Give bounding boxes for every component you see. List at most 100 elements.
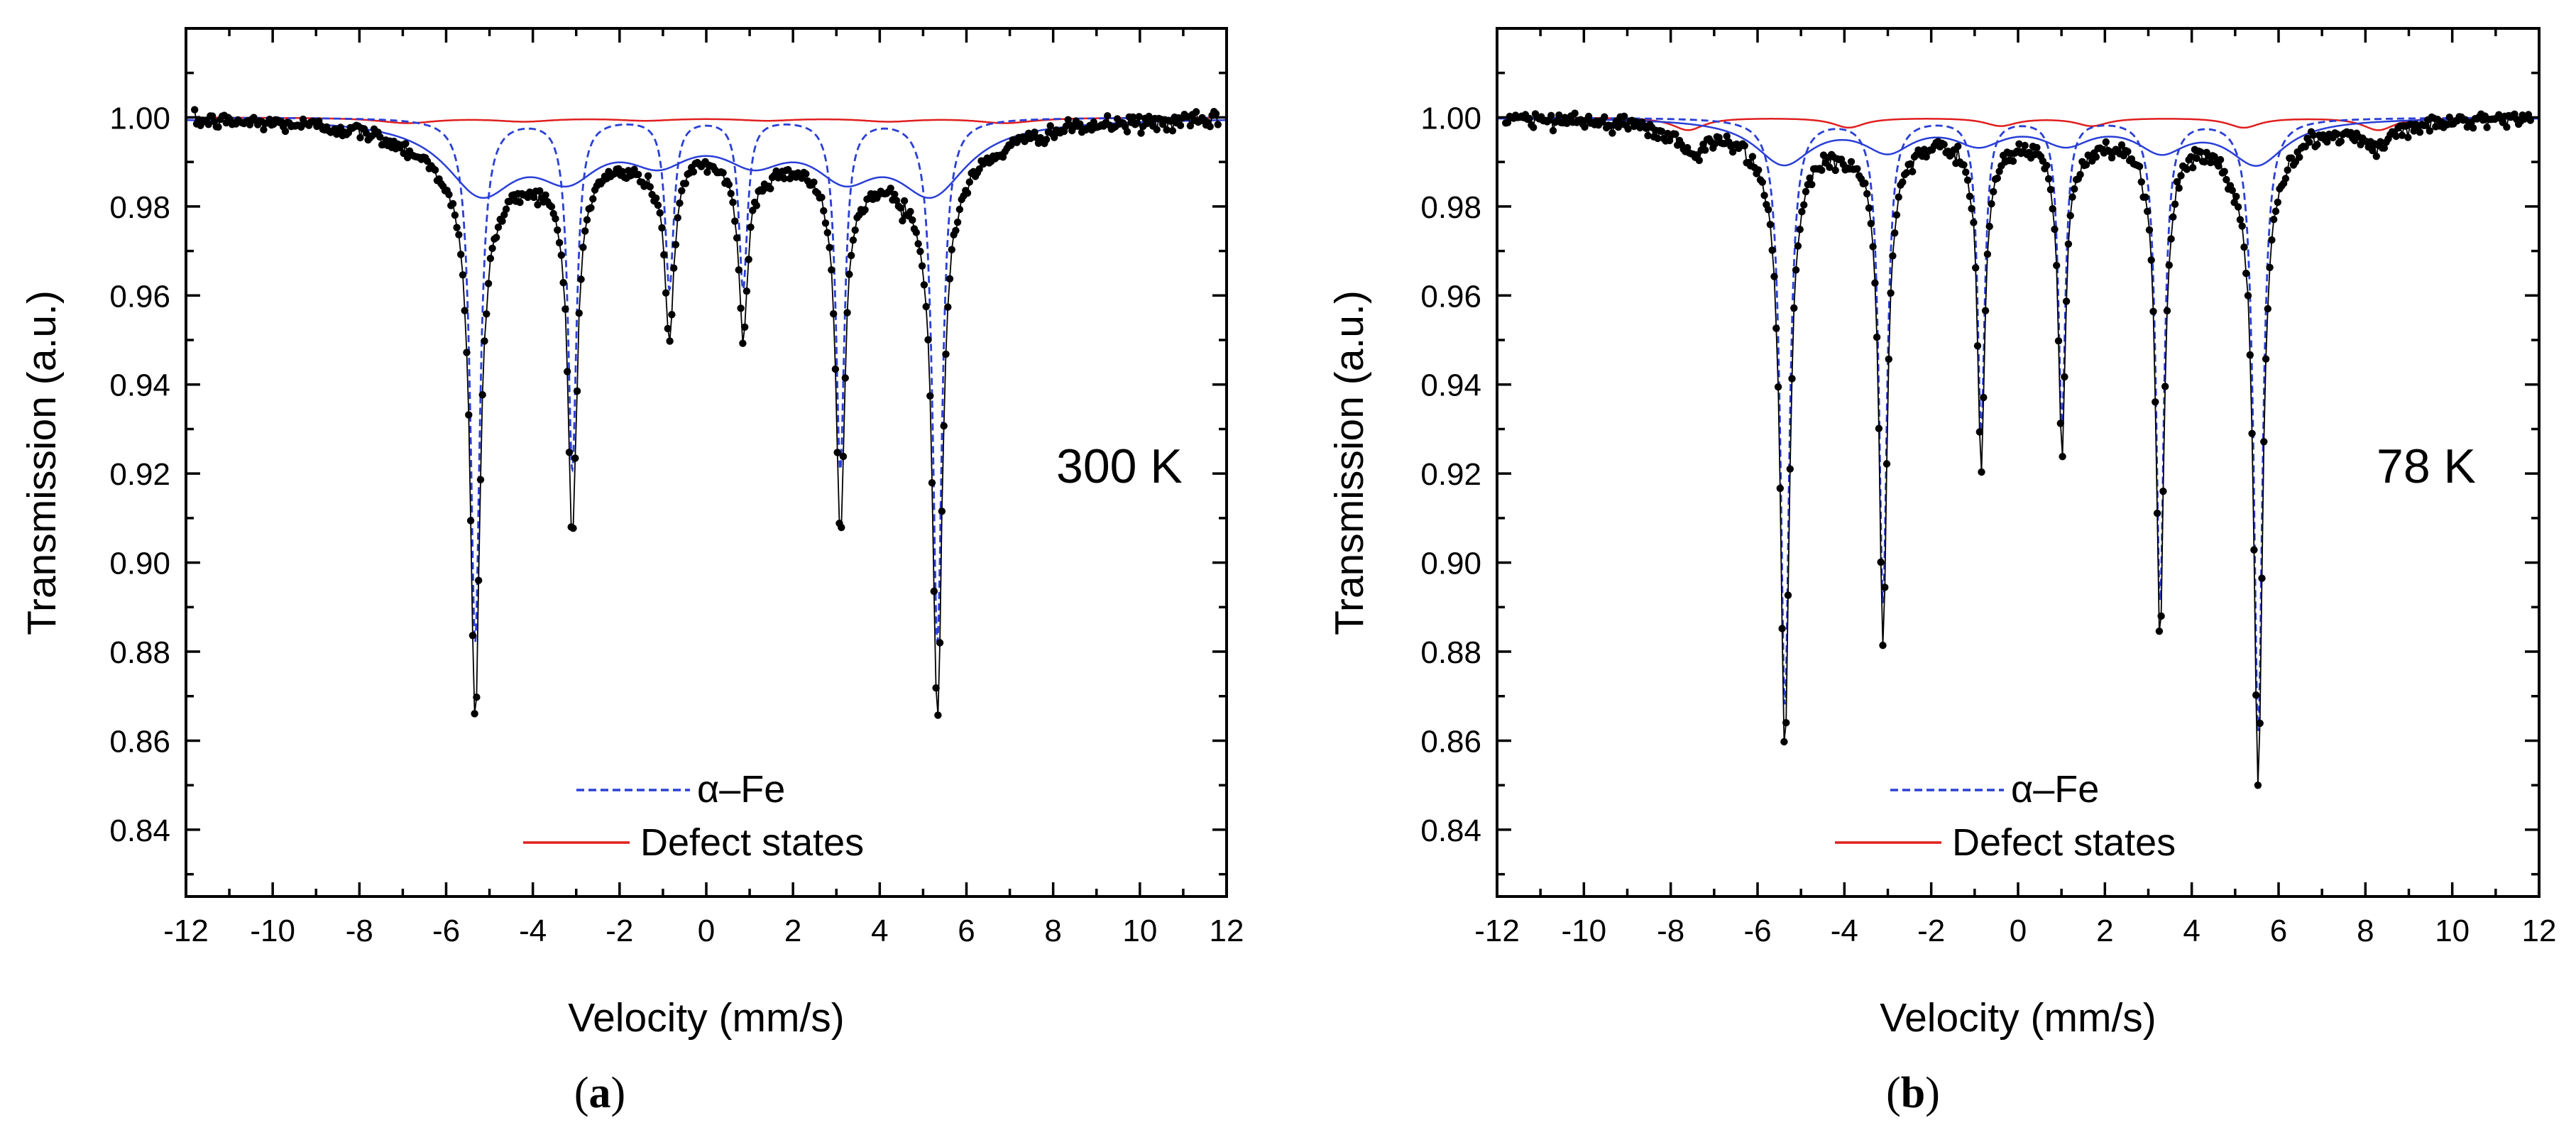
data-point [1802, 187, 1810, 196]
data-point [2264, 305, 2271, 313]
data-point [906, 207, 914, 216]
data-point [1871, 279, 1879, 287]
data-point [445, 190, 453, 199]
data-point [1875, 424, 1883, 432]
data-point [838, 523, 845, 532]
data-point [861, 206, 869, 214]
defect-states-curve [1497, 116, 2539, 131]
data-point [1104, 112, 1112, 120]
data-point [402, 140, 410, 148]
data-point [2064, 240, 2073, 248]
data-point [802, 170, 810, 178]
data-point [1701, 146, 1709, 154]
data-point [2152, 398, 2159, 406]
data-point [737, 305, 745, 312]
data-point [1973, 342, 1982, 350]
data-point [914, 240, 922, 248]
data-point [2242, 269, 2250, 278]
data-point [1990, 187, 1997, 196]
data-point [2274, 198, 2281, 207]
legend-alpha-fe-label: α–Fe [697, 768, 785, 811]
data-point [887, 185, 894, 192]
data-point [678, 187, 686, 194]
data-point [493, 234, 500, 241]
data-point [2061, 373, 2068, 381]
data-point [2056, 420, 2064, 427]
panel-b-x-axis-label: Velocity (mm/s) [1880, 995, 2156, 1041]
data-point [1902, 169, 1911, 177]
data-point [542, 191, 549, 199]
data-point [2015, 140, 2023, 148]
data-point [2117, 141, 2126, 149]
data-point [635, 170, 642, 178]
data-point [1657, 127, 1666, 136]
data-point [676, 199, 684, 207]
data-point [2124, 148, 2132, 155]
data-point [1145, 112, 1153, 121]
data-point [818, 193, 826, 202]
x-tick-label: 0 [2010, 914, 2027, 948]
data-point [666, 337, 674, 345]
data-point [2145, 226, 2154, 234]
data-point [830, 309, 838, 318]
x-tick-label: -4 [519, 914, 547, 948]
data-point [1960, 161, 1968, 169]
data-point [449, 199, 457, 208]
data-point [826, 243, 833, 251]
data-point [466, 517, 475, 525]
data-point [1889, 252, 1897, 260]
data-point [1853, 165, 1861, 172]
data-point [1792, 266, 1800, 274]
data-point [376, 133, 384, 141]
data-point [2071, 185, 2078, 193]
data-point [2392, 132, 2400, 141]
data-point [1885, 355, 1892, 363]
data-point [1818, 166, 1826, 174]
caption-letter: a [589, 1069, 611, 1117]
data-point [579, 243, 587, 251]
data-point [1881, 583, 1889, 591]
data-point [955, 205, 964, 214]
data-point [2380, 144, 2389, 152]
data-point [502, 205, 510, 213]
data-point [589, 195, 597, 203]
data-point [741, 323, 749, 331]
data-point [1798, 208, 1806, 216]
data-point [516, 198, 524, 207]
data-point [841, 374, 850, 382]
data-point [1755, 166, 1763, 174]
data-point [1051, 133, 1058, 141]
x-tick-label: 6 [958, 914, 975, 948]
data-point [2372, 153, 2380, 160]
data-point [461, 307, 468, 314]
y-tick-label: 0.90 [1420, 547, 1481, 581]
data-point [654, 201, 662, 209]
data-point [583, 216, 591, 224]
data-point [468, 632, 477, 640]
data-point [2059, 453, 2066, 461]
data-point [463, 349, 471, 356]
data-point [575, 309, 583, 317]
data-point [1168, 127, 1177, 135]
data-point [2159, 487, 2167, 495]
data-point [2256, 719, 2264, 728]
x-tick-label: 10 [1122, 914, 1157, 948]
x-tick-label: -8 [1657, 914, 1684, 948]
data-point [1601, 113, 1608, 121]
data-point [577, 275, 585, 283]
x-tick-label: -8 [346, 914, 373, 948]
data-point [476, 476, 485, 483]
data-point [494, 223, 503, 231]
data-point [455, 231, 463, 238]
data-point [2313, 141, 2321, 148]
data-point [739, 339, 747, 347]
data-point [2270, 216, 2278, 224]
data-point [729, 198, 737, 207]
data-point [892, 197, 901, 204]
data-point [1806, 174, 1814, 182]
caption-open-paren: ( [1886, 1069, 1901, 1117]
data-point [483, 310, 490, 318]
data-point [2049, 205, 2056, 213]
data-point [1877, 558, 1885, 566]
